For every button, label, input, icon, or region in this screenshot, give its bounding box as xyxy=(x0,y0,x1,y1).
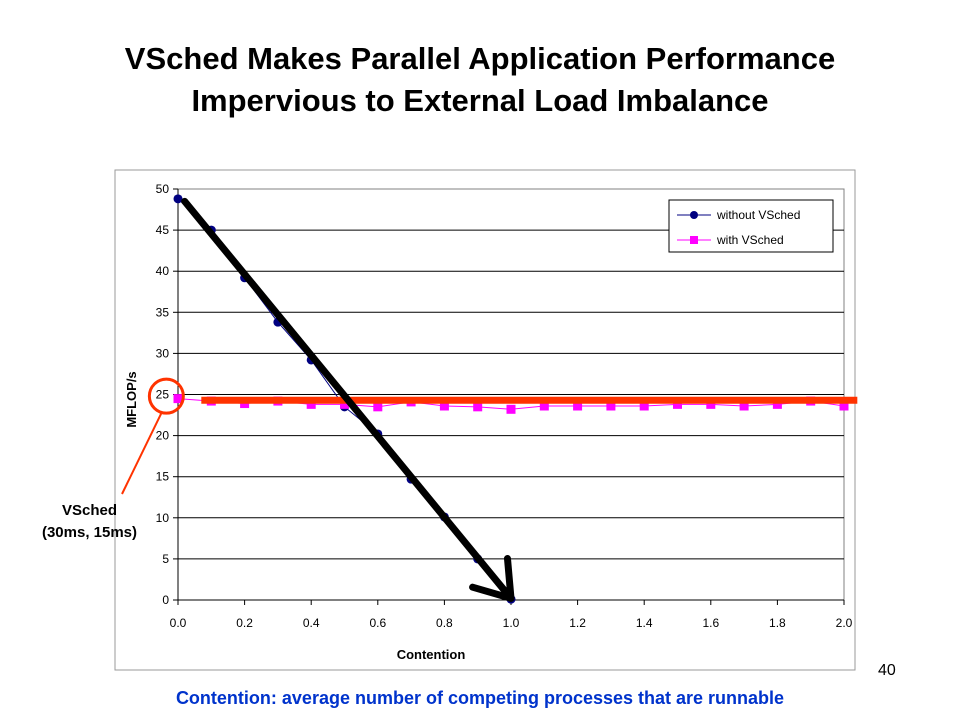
footer-note: Contention: average number of competing … xyxy=(175,688,785,708)
y-tick-label-25: 25 xyxy=(156,388,170,402)
point-s2-5 xyxy=(340,399,349,409)
x-tick-label-2.0: 2.0 xyxy=(836,616,853,630)
x-tick-label-0.0: 0.0 xyxy=(170,616,187,630)
point-s2-18 xyxy=(772,399,782,409)
legend-marker-2 xyxy=(690,236,698,244)
trend-arrow-shaft xyxy=(181,197,515,602)
page-number: 40 xyxy=(878,662,896,679)
slide-title: VSched Makes Parallel Application Perfor… xyxy=(0,38,960,122)
y-tick-label-45: 45 xyxy=(156,223,170,237)
x-tick-label-0.2: 0.2 xyxy=(236,616,253,630)
point-s2-15 xyxy=(673,399,682,409)
slide-title-line2: Impervious to External Load Imbalance xyxy=(191,83,769,118)
point-s2-12 xyxy=(573,401,583,411)
y-tick-label-15: 15 xyxy=(156,470,170,484)
x-tick-label-0.8: 0.8 xyxy=(436,616,453,630)
point-s2-14 xyxy=(639,401,649,411)
y-tick-label-30: 30 xyxy=(156,346,170,360)
point-s1-0 xyxy=(173,194,183,204)
y-tick-label-0: 0 xyxy=(162,593,169,607)
point-s2-20 xyxy=(839,401,849,411)
callout-pointer xyxy=(121,412,163,495)
x-tick-label-1.6: 1.6 xyxy=(702,616,719,630)
legend-label-1: without VSched xyxy=(716,208,800,222)
axes: 0 5 10 15 20 25 30 35 40 45 50 0.0 0.2 0.4 0.6 0.8 1.0 1.… xyxy=(124,182,853,662)
point-s2-13 xyxy=(606,401,616,411)
legend: without VSched with VSched xyxy=(668,199,834,253)
point-s2-6 xyxy=(373,402,383,412)
x-tick-label-0.4: 0.4 xyxy=(303,616,320,630)
y-tick-label-10: 10 xyxy=(156,511,170,525)
callout-line1: VSched xyxy=(61,502,118,519)
callout-line2: (30ms, 15ms) xyxy=(41,524,138,541)
y-tick-label-35: 35 xyxy=(156,305,170,319)
point-s2-4 xyxy=(306,399,316,409)
vsched-callout-label: VSched (30ms, 15ms) xyxy=(22,500,157,544)
y-tick-label-50: 50 xyxy=(156,182,170,196)
annotation-overlay xyxy=(121,197,858,602)
legend-marker-1 xyxy=(690,211,698,219)
point-s2-0 xyxy=(173,394,183,404)
vsched-circle xyxy=(147,377,185,415)
y-axis-label: MFLOP/s xyxy=(124,371,139,427)
point-s2-9 xyxy=(473,402,483,412)
point-s2-16 xyxy=(706,399,716,409)
point-s2-10 xyxy=(506,404,516,414)
legend-label-2: with VSched xyxy=(716,233,784,247)
y-tick-label-40: 40 xyxy=(156,264,170,278)
point-s2-11 xyxy=(539,401,549,411)
y-tick-label-20: 20 xyxy=(156,429,170,443)
y-tick-label-5: 5 xyxy=(162,552,169,566)
trend-arrow-head xyxy=(469,555,515,602)
x-tick-label-0.6: 0.6 xyxy=(369,616,386,630)
x-tick-label-1.8: 1.8 xyxy=(769,616,786,630)
x-axis-label: Contention xyxy=(397,647,466,662)
x-tick-label-1.2: 1.2 xyxy=(569,616,586,630)
point-s2-8 xyxy=(439,401,449,411)
slide-title-line1: VSched Makes Parallel Application Perfor… xyxy=(124,41,836,76)
grid-lines xyxy=(178,229,844,560)
x-tick-label-1.4: 1.4 xyxy=(636,616,653,630)
x-tick-label-1.0: 1.0 xyxy=(503,616,520,630)
point-s2-17 xyxy=(739,401,749,411)
